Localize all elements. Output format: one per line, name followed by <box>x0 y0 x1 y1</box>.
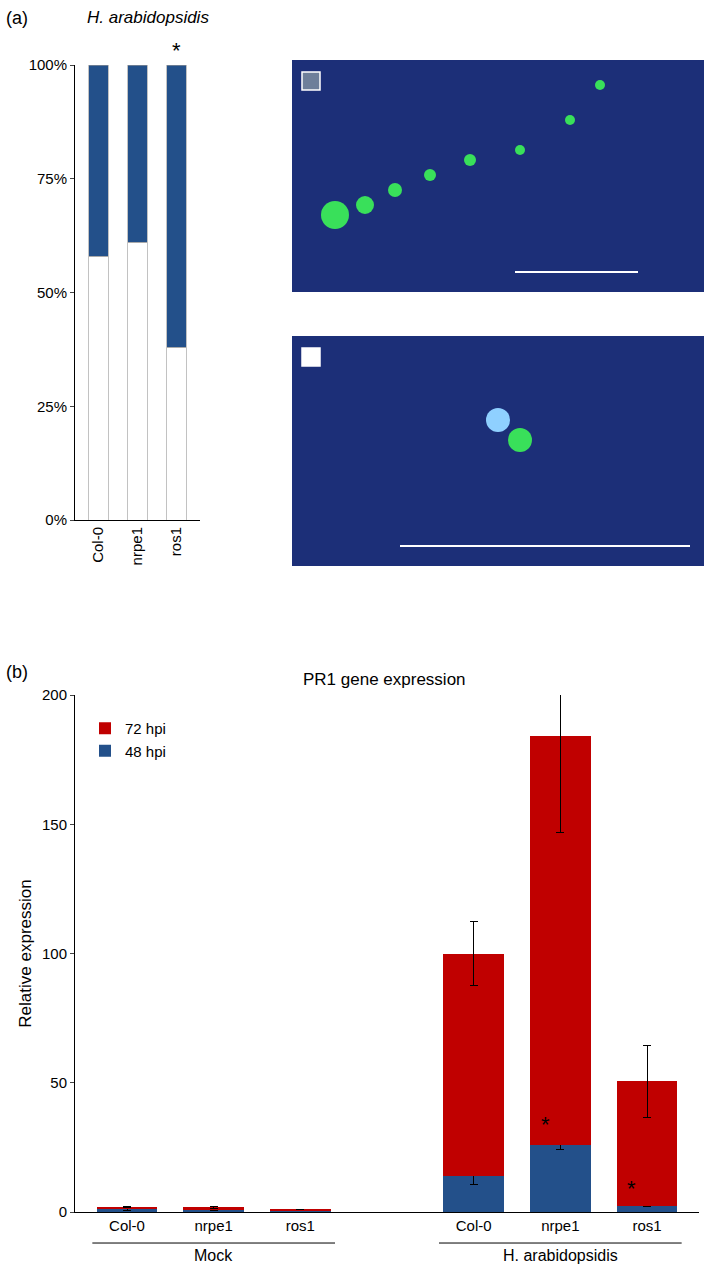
svg-text:Col-0: Col-0 <box>109 1217 145 1234</box>
svg-text:Relative expression: Relative expression <box>16 879 35 1027</box>
svg-text:nrpe1: nrpe1 <box>128 527 145 565</box>
svg-text:25%: 25% <box>37 398 67 415</box>
svg-text:*: * <box>541 1112 550 1137</box>
svg-text:ros1: ros1 <box>286 1217 315 1234</box>
svg-text:0: 0 <box>59 1203 67 1220</box>
svg-text:(b): (b) <box>6 662 28 682</box>
svg-text:H. arabidopsidis: H. arabidopsidis <box>87 8 209 27</box>
svg-text:72 hpi: 72 hpi <box>125 720 166 737</box>
svg-text:H. arabidopsidis: H. arabidopsidis <box>503 1247 618 1264</box>
svg-text:150: 150 <box>42 816 67 833</box>
svg-text:Mock: Mock <box>194 1247 233 1264</box>
svg-text:Col-0: Col-0 <box>89 527 106 563</box>
svg-text:nrpe1: nrpe1 <box>541 1217 579 1234</box>
svg-text:*: * <box>627 1176 636 1201</box>
svg-text:0%: 0% <box>45 511 67 528</box>
svg-text:Col-0: Col-0 <box>456 1217 492 1234</box>
svg-text:100: 100 <box>42 945 67 962</box>
svg-text:75%: 75% <box>37 170 67 187</box>
svg-text:50: 50 <box>50 1074 67 1091</box>
svg-text:ros1: ros1 <box>167 527 184 556</box>
svg-text:(a): (a) <box>6 8 28 28</box>
svg-text:nrpe1: nrpe1 <box>194 1217 232 1234</box>
svg-text:*: * <box>172 38 181 63</box>
svg-text:48 hpi: 48 hpi <box>125 743 166 760</box>
svg-text:100%: 100% <box>29 56 67 73</box>
svg-text:PR1 gene expression: PR1 gene expression <box>303 670 466 689</box>
svg-text:50%: 50% <box>37 284 67 301</box>
svg-text:ros1: ros1 <box>632 1217 661 1234</box>
svg-text:200: 200 <box>42 686 67 703</box>
